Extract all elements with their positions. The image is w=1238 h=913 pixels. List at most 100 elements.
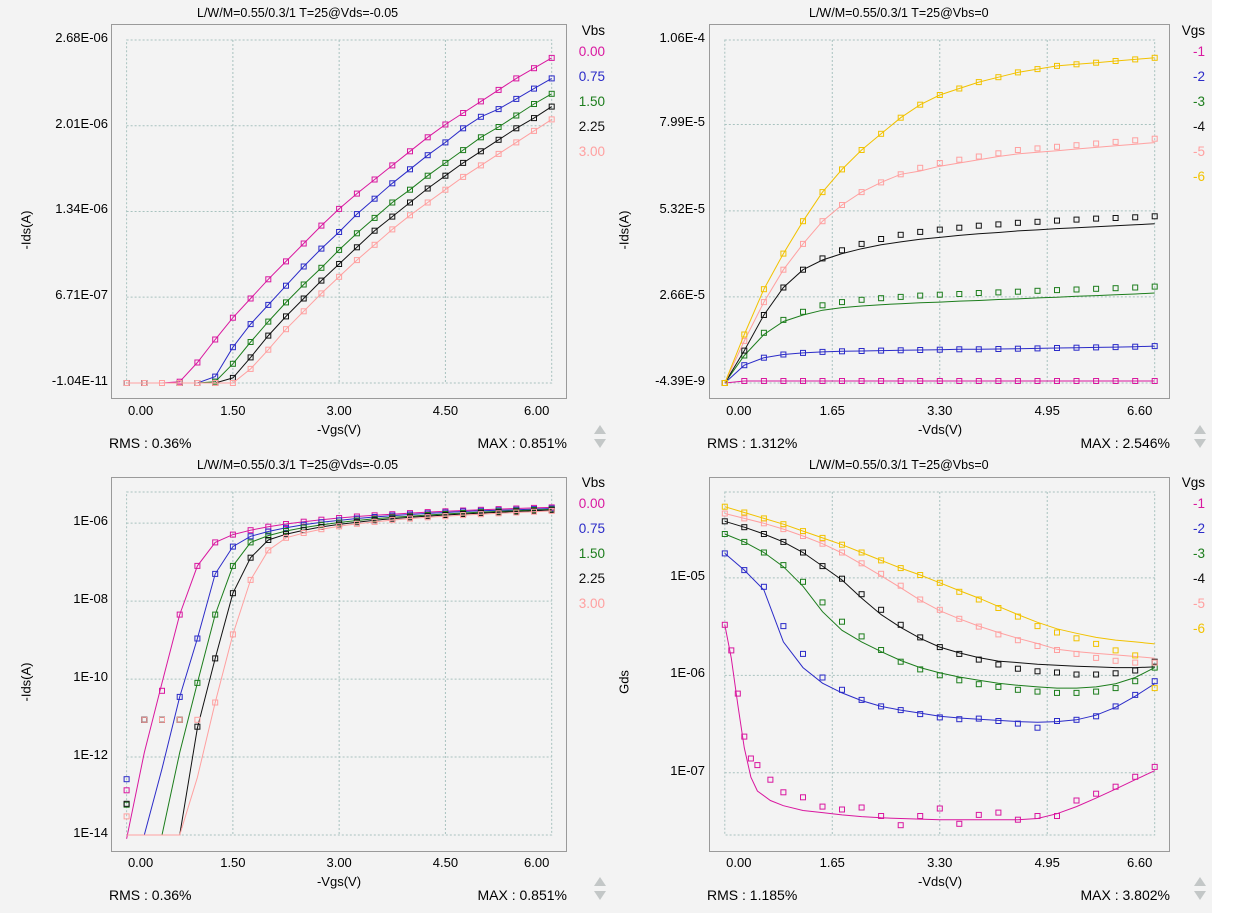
- data-point: [819, 563, 826, 570]
- data-point: [1014, 613, 1021, 620]
- data-point: [760, 312, 767, 318]
- data-point: [1014, 637, 1021, 644]
- data-point: [495, 106, 502, 113]
- data-point: [975, 811, 982, 818]
- scroll-up-icon[interactable]: [594, 877, 606, 886]
- legend-entry: -6: [1192, 169, 1205, 184]
- data-point: [265, 276, 272, 283]
- data-point: [995, 631, 1002, 638]
- x-tick-label: 4.95: [1034, 403, 1060, 418]
- data-point: [353, 190, 360, 197]
- data-point: [159, 716, 165, 723]
- data-point: [1132, 667, 1139, 674]
- data-point: [212, 336, 219, 343]
- data-point: [1073, 716, 1080, 723]
- data-point: [975, 656, 982, 663]
- y-tick-label: 1E-10: [73, 669, 108, 685]
- chart-title: L/W/M=0.55/0.3/1 T=25@Vds=-0.05: [197, 458, 399, 472]
- scroll-up-icon[interactable]: [594, 425, 606, 434]
- data-point: [442, 121, 449, 128]
- scroll-down-icon[interactable]: [1194, 439, 1206, 448]
- data-point: [956, 677, 963, 684]
- data-point: [247, 365, 254, 372]
- max-value: MAX : 0.851%: [477, 887, 568, 903]
- data-point: [1014, 147, 1021, 153]
- background: [0, 0, 1212, 913]
- data-point: [1034, 218, 1041, 225]
- plot-3: [123, 491, 555, 839]
- plot-frame: [709, 477, 1170, 852]
- scroll-down-icon[interactable]: [594, 439, 606, 448]
- model-curve--6: [724, 506, 1155, 645]
- data-point: [760, 378, 767, 384]
- data-point: [936, 805, 943, 812]
- data-point: [300, 281, 307, 288]
- data-point: [858, 696, 865, 703]
- data-point: [353, 257, 360, 264]
- y-tick-label: 7.99E-5: [659, 114, 705, 130]
- model-curve--1: [724, 624, 1155, 821]
- series-group: [123, 54, 555, 386]
- data-point: [839, 686, 845, 693]
- data-point: [513, 509, 520, 516]
- data-point: [123, 787, 130, 794]
- x-tick-label: 4.50: [432, 403, 459, 418]
- data-point: [300, 240, 307, 247]
- data-point: [1112, 58, 1119, 64]
- data-point: [212, 570, 219, 577]
- data-point: [424, 152, 431, 159]
- data-point: [548, 90, 555, 97]
- data-point: [800, 528, 806, 535]
- data-point: [283, 326, 289, 333]
- data-point: [389, 213, 396, 220]
- scroll-up-icon[interactable]: [1194, 425, 1206, 434]
- data-point: [936, 226, 943, 233]
- data-point: [767, 776, 774, 783]
- data-point: [956, 346, 963, 353]
- data-point: [513, 112, 520, 119]
- y-tick-label: 1E-14: [73, 825, 108, 840]
- data-point: [1073, 286, 1080, 293]
- data-point: [819, 378, 826, 384]
- data-point: [141, 716, 148, 723]
- data-point: [819, 189, 826, 196]
- data-point: [995, 605, 1002, 611]
- data-point: [336, 205, 343, 212]
- data-point: [141, 380, 148, 386]
- data-point: [1014, 69, 1021, 76]
- legend-entry: -5: [1192, 144, 1205, 159]
- x-tick-label: 3.00: [326, 403, 352, 418]
- scroll-down-icon[interactable]: [594, 891, 606, 900]
- data-point: [1112, 703, 1119, 710]
- data-point: [936, 672, 943, 679]
- data-point: [956, 588, 963, 595]
- data-point: [212, 655, 219, 662]
- rms-value: RMS : 1.312%: [707, 435, 798, 451]
- data-point: [728, 647, 735, 654]
- data-point: [1132, 678, 1139, 685]
- data-point: [336, 229, 343, 235]
- data-point: [477, 162, 484, 169]
- data-point: [897, 621, 904, 628]
- data-point: [800, 378, 806, 384]
- data-point: [1034, 668, 1041, 675]
- data-point: [229, 543, 236, 550]
- chart-title: L/W/M=0.55/0.3/1 T=25@Vbs=0: [809, 458, 989, 472]
- data-point: [878, 813, 885, 819]
- data-point: [734, 690, 741, 697]
- data-point: [229, 314, 236, 321]
- data-point: [878, 557, 885, 564]
- data-point: [371, 214, 378, 221]
- data-point: [424, 199, 431, 206]
- data-point: [1093, 378, 1100, 384]
- scroll-up-icon[interactable]: [1194, 877, 1206, 886]
- plot-frame: [111, 24, 567, 399]
- data-point: [123, 380, 130, 386]
- data-point: [917, 228, 924, 235]
- scroll-down-icon[interactable]: [1194, 891, 1206, 900]
- max-value: MAX : 0.851%: [477, 435, 568, 451]
- data-point: [424, 185, 431, 192]
- data-point: [741, 378, 748, 384]
- data-point: [819, 348, 826, 355]
- data-point: [194, 723, 201, 730]
